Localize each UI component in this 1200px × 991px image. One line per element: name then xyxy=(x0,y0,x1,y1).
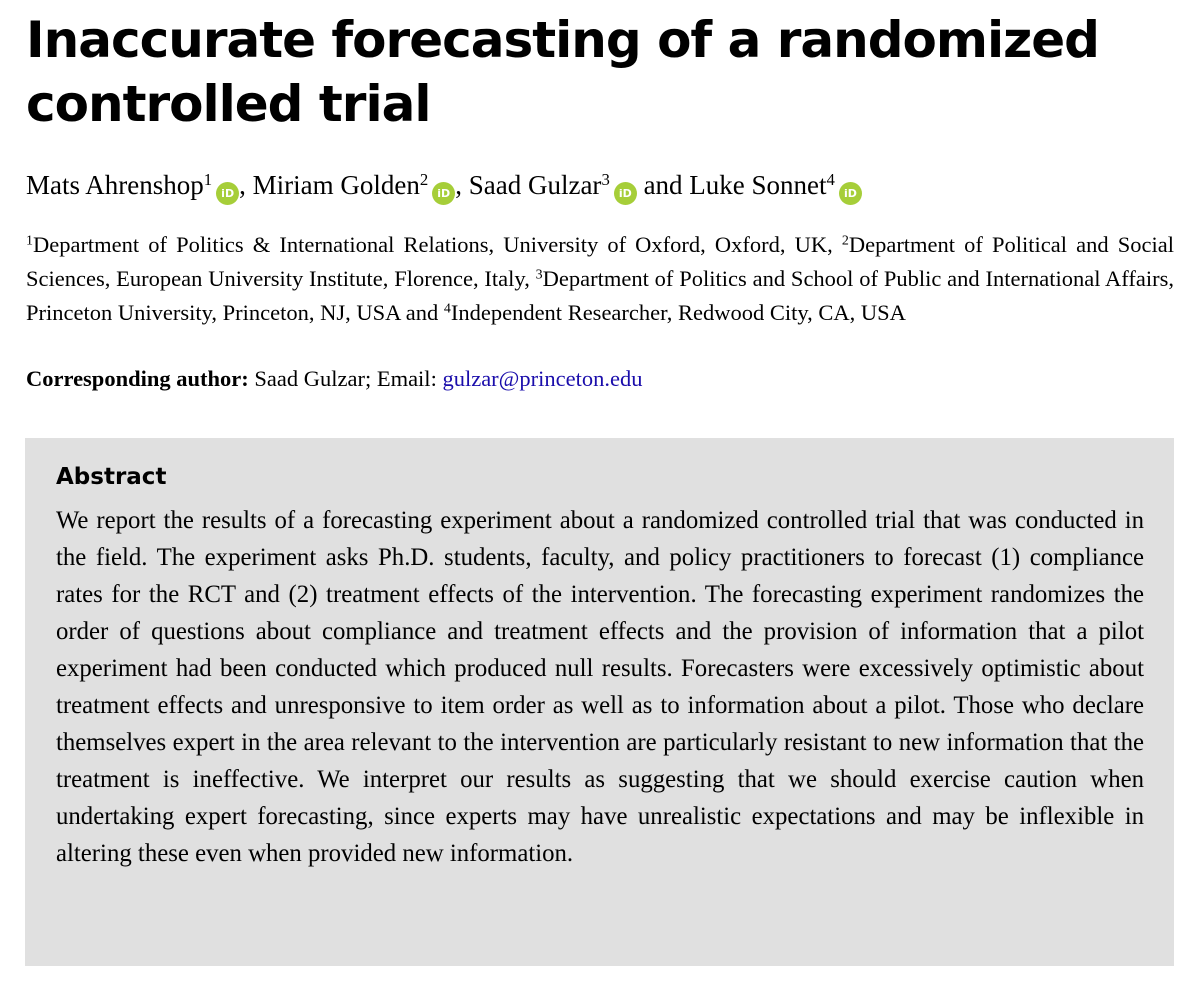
abstract-heading: Abstract xyxy=(56,464,167,490)
author-affiliation-marker: 1 xyxy=(203,169,213,189)
affiliation-text: Department of Political and Social Scien… xyxy=(26,232,1174,291)
author-separator: , xyxy=(239,170,253,200)
abstract-body: We report the results of a forecasting e… xyxy=(56,507,1144,867)
author-name[interactable]: Saad Gulzar xyxy=(468,170,602,200)
affiliation-marker: 2 xyxy=(841,233,849,249)
orcid-icon[interactable]: iD xyxy=(216,182,240,205)
email-link[interactable]: gulzar@princeton.edu xyxy=(442,366,643,391)
author-affiliation-marker: 2 xyxy=(419,169,429,189)
affiliation-text: Independent Researcher, Redwood City, CA… xyxy=(450,300,906,325)
author-affiliation-marker: 3 xyxy=(601,169,610,189)
orcid-icon[interactable]: iD xyxy=(838,182,862,205)
corresponding-author-text: Saad Gulzar; Email: xyxy=(248,366,443,391)
affiliation-text: Department of Politics and School of Pub… xyxy=(26,266,1174,325)
author-separator: and xyxy=(636,170,690,200)
corresponding-author: Corresponding author: Saad Gulzar; Email… xyxy=(26,364,1174,394)
affiliation-marker: 3 xyxy=(535,267,543,283)
article-title: Inaccurate forecasting of a randomized c… xyxy=(26,11,1100,133)
author-separator: , xyxy=(455,170,469,200)
author-name[interactable]: Mats Ahrenshop xyxy=(26,170,204,200)
author-affiliation-marker: 4 xyxy=(826,169,835,189)
affiliation-text: Department of Politics & International R… xyxy=(32,232,842,257)
affiliation-marker: 4 xyxy=(443,301,451,317)
affiliations: 1Department of Politics & International … xyxy=(26,228,1174,330)
orcid-icon[interactable]: iD xyxy=(613,182,637,205)
author-name[interactable]: Miriam Golden xyxy=(252,170,420,200)
author-list: Mats Ahrenshop1iD, Miriam Golden2iD, Saa… xyxy=(26,166,1176,205)
orcid-icon[interactable]: iD xyxy=(432,182,456,205)
corresponding-author-label: Corresponding author: xyxy=(26,366,249,391)
author-name[interactable]: Luke Sonnet xyxy=(689,170,827,200)
affiliation-marker: 1 xyxy=(26,233,33,249)
abstract-box: Abstract We report the results of a fore… xyxy=(25,438,1174,966)
